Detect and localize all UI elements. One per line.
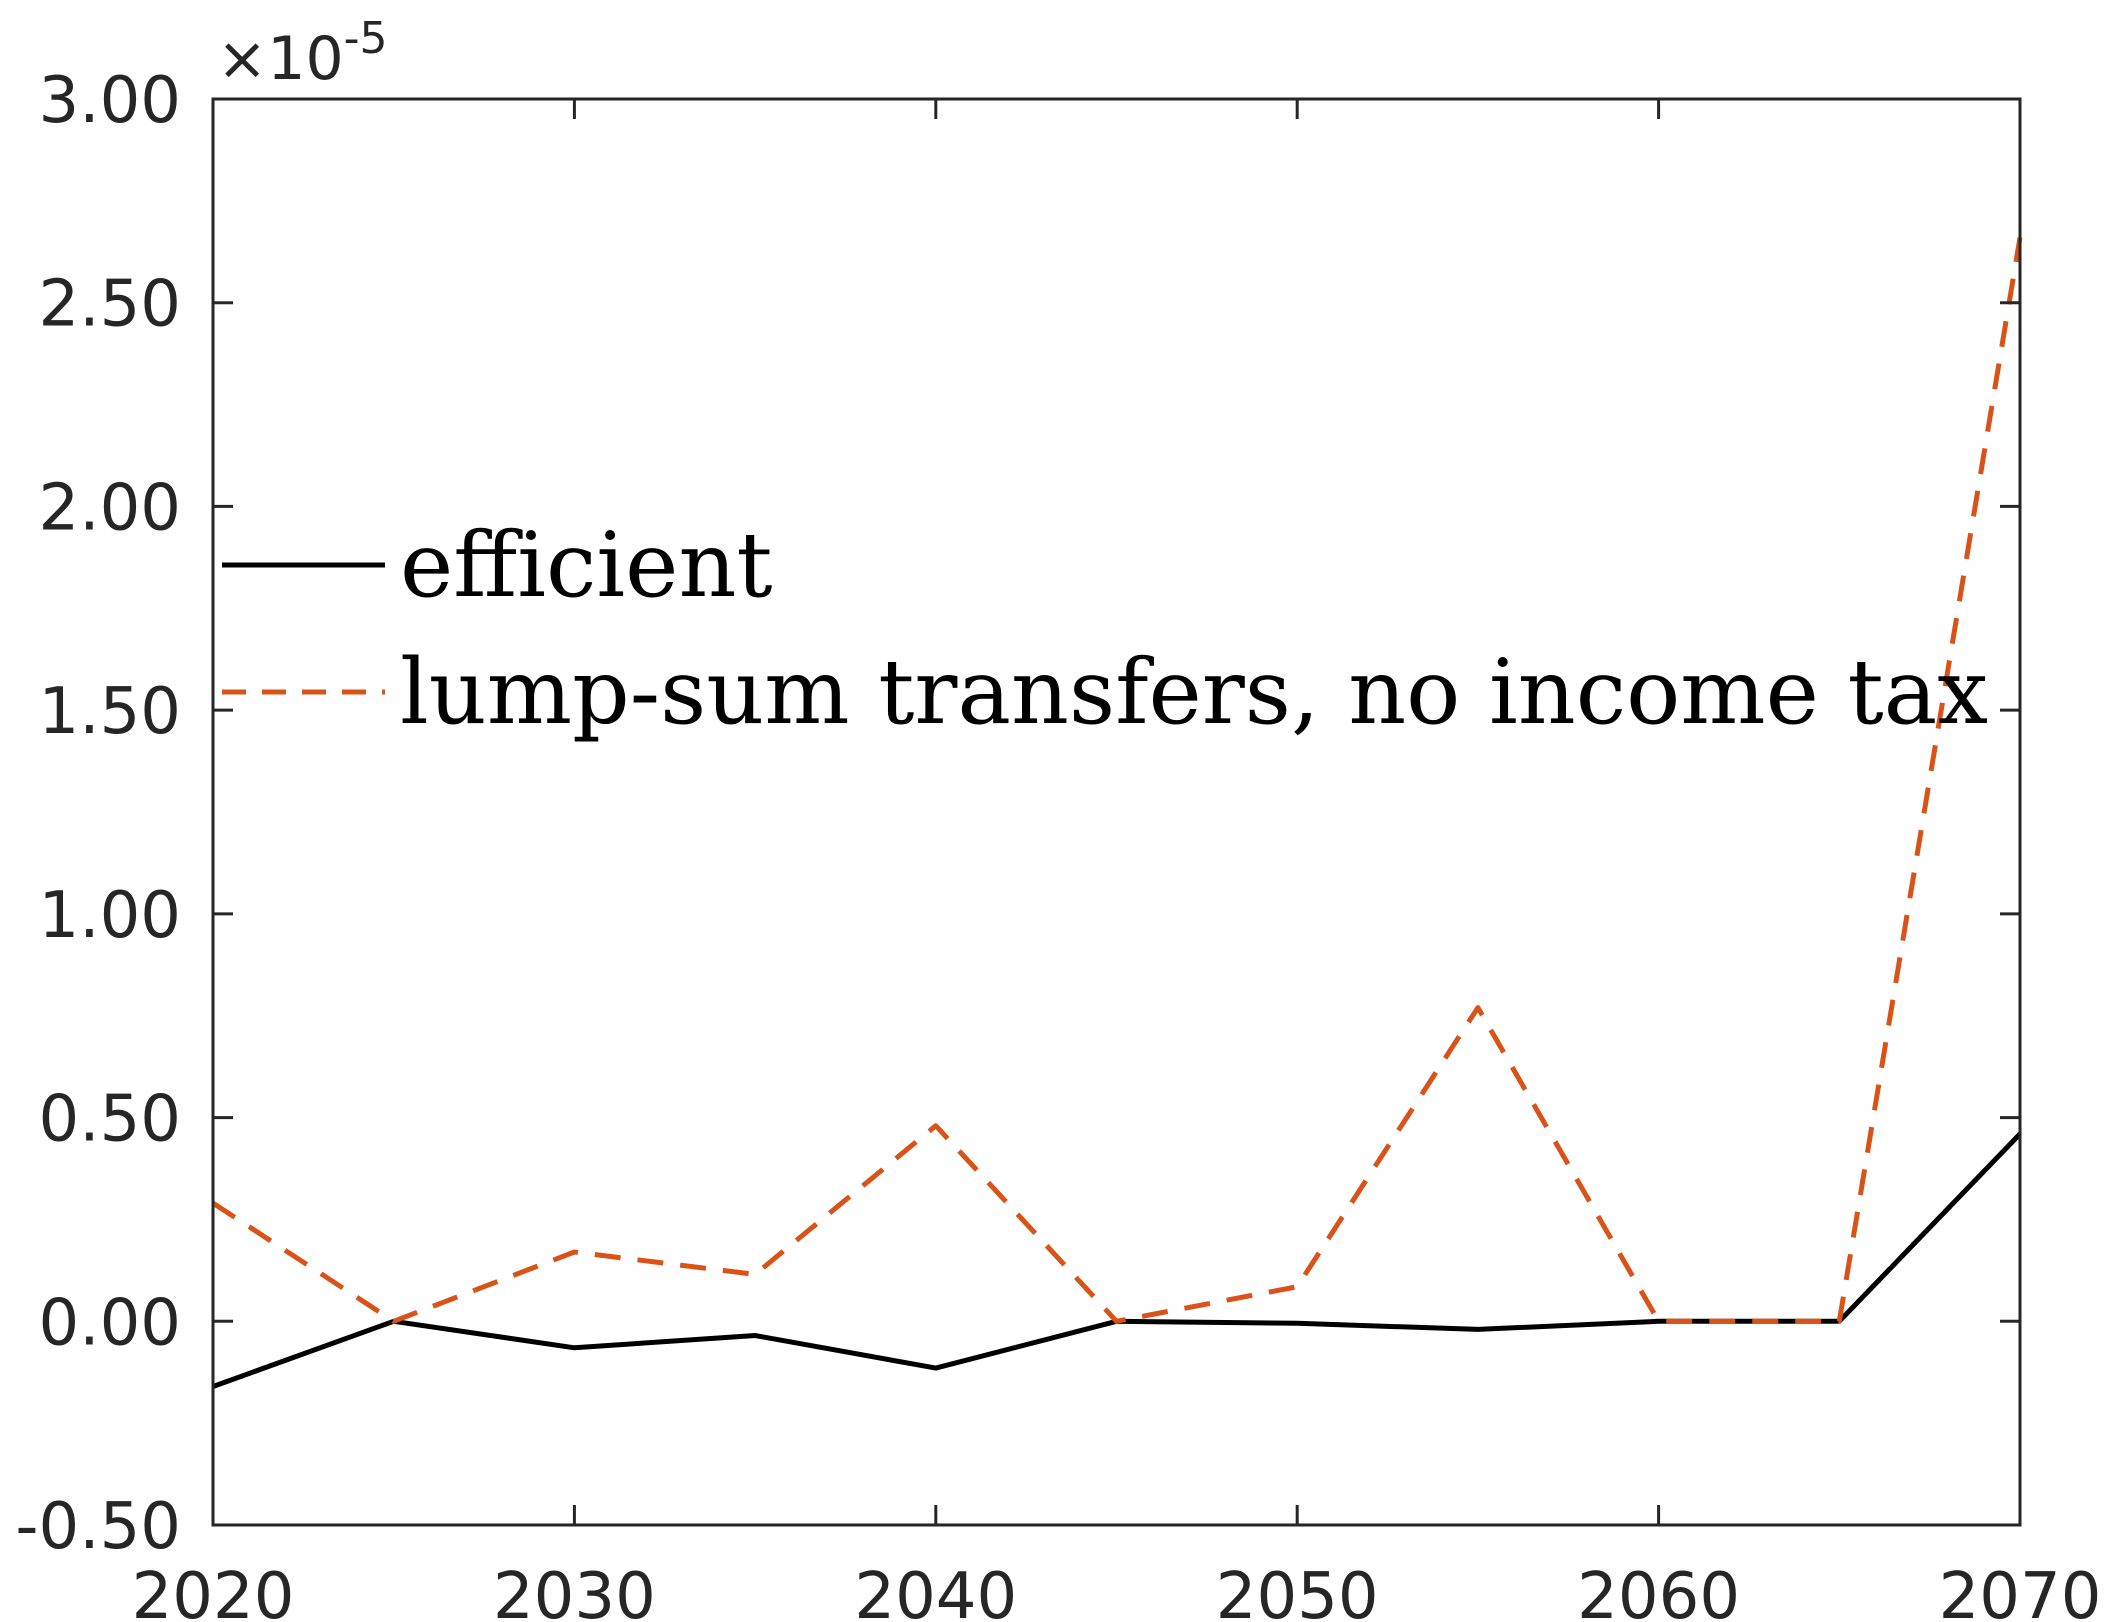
y-exponent-base: ×10: [217, 24, 344, 94]
y-tick-label: 1.00: [39, 879, 182, 953]
y-tick-label: 2.00: [39, 471, 182, 545]
y-exponent-power: -5: [344, 13, 388, 64]
legend-label-0: efficient: [400, 513, 773, 618]
y-tick-label: -0.50: [15, 1490, 181, 1564]
plot-frame: [211, 97, 2022, 1527]
legend: efficient lump-sum transfers, no income t…: [222, 513, 1988, 745]
series-line-0: [212, 1132, 2022, 1389]
legend-label-1: lump-sum transfers, no income tax: [400, 640, 1988, 745]
y-exponent-label: ×10-5: [217, 13, 388, 94]
series-line-1: [211, 237, 2023, 1324]
axes-layer: [211, 97, 2022, 1527]
x-tick-label: 2030: [493, 1560, 656, 1622]
y-tick-label: 0.50: [39, 1083, 182, 1157]
series-layer: [211, 237, 2023, 1389]
y-tick-label: 0.00: [39, 1286, 182, 1360]
y-tick-label: 1.50: [39, 675, 182, 749]
ticks-layer: [211, 97, 2022, 1527]
tick-label-layer: 2020 2030 2040 2050 2060 2070 -0.50 0.00 0.50 1.0…: [15, 64, 2101, 1622]
x-tick-label: 2020: [132, 1560, 295, 1622]
x-tick-label: 2060: [1577, 1560, 1740, 1622]
y-tick-label: 2.50: [39, 268, 182, 342]
x-tick-label: 2040: [854, 1560, 1017, 1622]
x-tick-label: 2070: [1939, 1560, 2102, 1622]
y-tick-label: 3.00: [39, 64, 182, 138]
x-tick-label: 2050: [1216, 1560, 1379, 1622]
